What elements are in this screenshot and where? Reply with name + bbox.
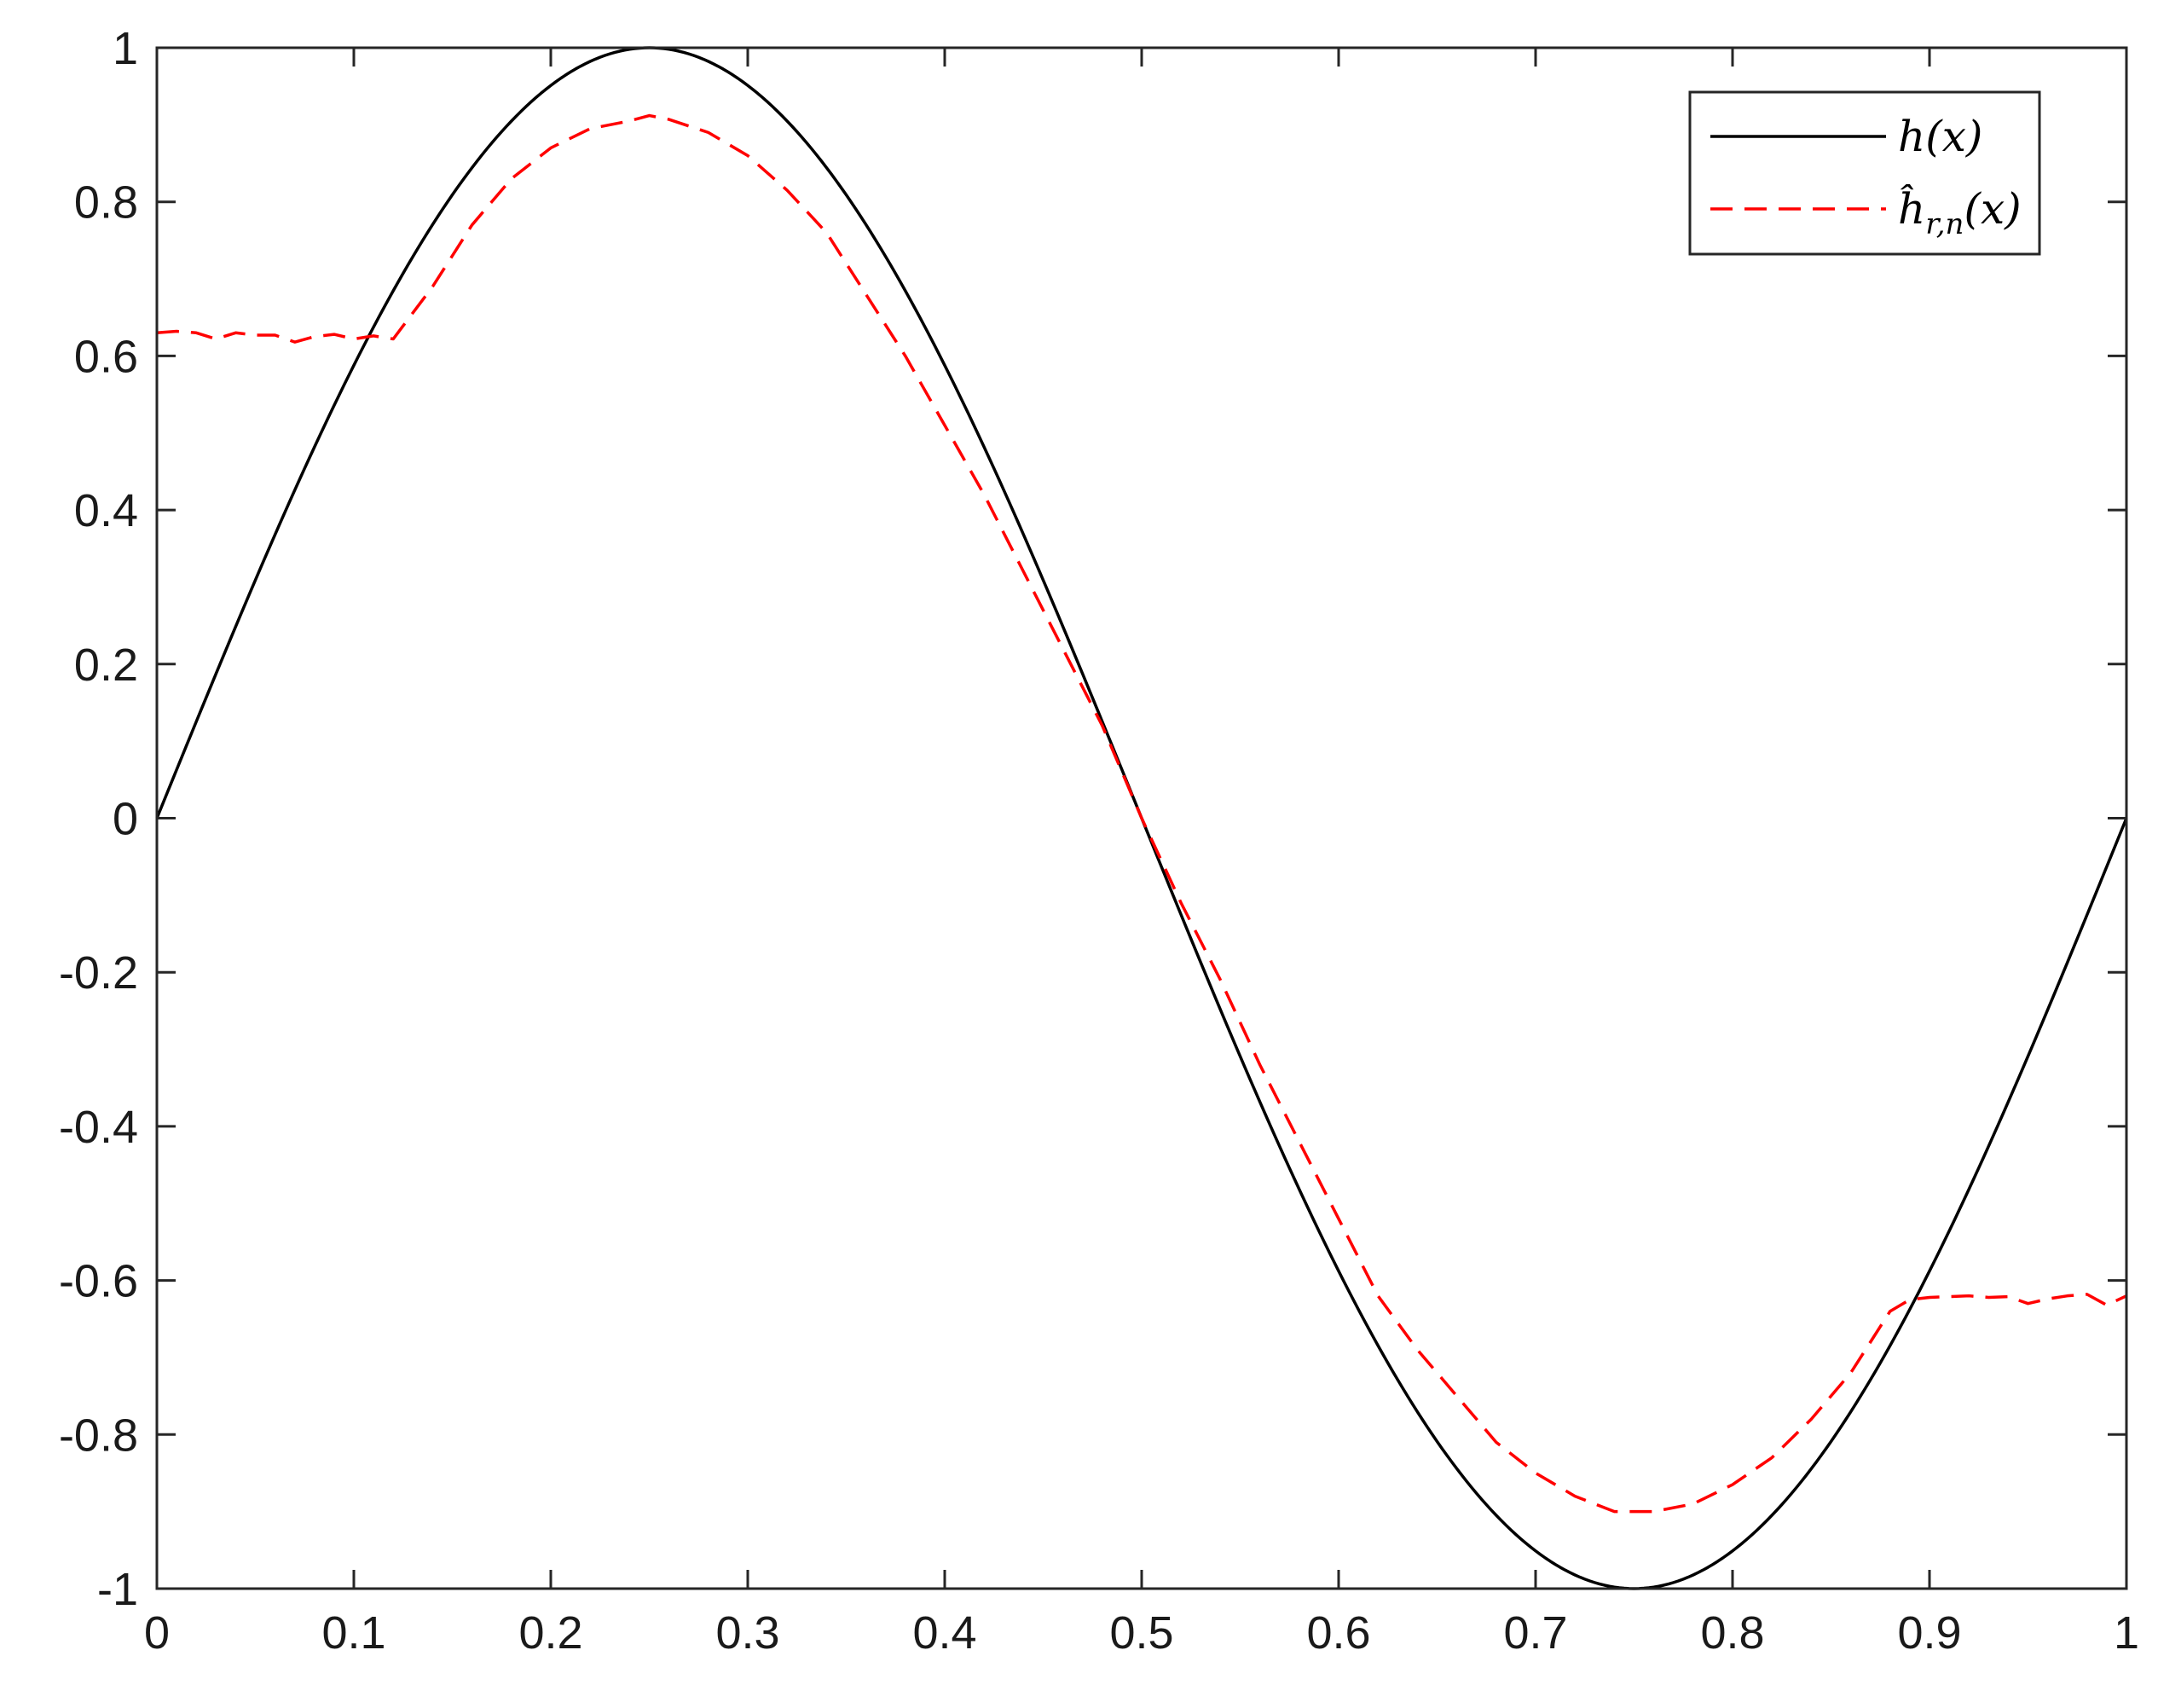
y-tick-label: -0.2 bbox=[59, 947, 138, 999]
y-tick-label: -0.8 bbox=[59, 1410, 138, 1461]
legend-box bbox=[1688, 90, 2041, 256]
x-tick-label: 0.2 bbox=[518, 1607, 582, 1659]
series-line-1 bbox=[156, 113, 2127, 1514]
x-tick-label: 0 bbox=[144, 1607, 170, 1659]
y-tick-label: 0 bbox=[113, 794, 138, 845]
x-tick-label: 0.8 bbox=[1700, 1607, 1764, 1659]
y-tick-label: 0.4 bbox=[74, 485, 138, 536]
series-layer bbox=[155, 46, 2128, 1590]
y-tick-label: -1 bbox=[97, 1564, 138, 1615]
y-tick-label: 0.8 bbox=[74, 177, 138, 229]
y-tick-label: 0.2 bbox=[74, 640, 138, 691]
x-tick-label: 0.9 bbox=[1897, 1607, 1961, 1659]
x-tick-label: 0.6 bbox=[1306, 1607, 1370, 1659]
x-tick-label: 0.5 bbox=[1109, 1607, 1173, 1659]
x-tick-label: 0.4 bbox=[912, 1607, 976, 1659]
x-tick-label: 0.3 bbox=[715, 1607, 779, 1659]
x-tick-label: 0.7 bbox=[1503, 1607, 1567, 1659]
tick-layer bbox=[155, 46, 2128, 1590]
legend: h(x) ĥr,n(x) bbox=[1688, 90, 2041, 256]
y-tick-label: 1 bbox=[113, 23, 138, 74]
tick-label-layer: 0 0.1 0.2 0.3 0.4 0.5 0.6 0.7 0.8 0.9 1 -1 -0.8 -0.6 -… bbox=[59, 23, 2139, 1659]
y-tick-label: -0.4 bbox=[59, 1102, 138, 1153]
legend-label-h-hat: ĥr,n(x) bbox=[1898, 183, 2022, 241]
legend-label-h: h(x) bbox=[1898, 112, 1982, 161]
x-tick-label: 0.1 bbox=[321, 1607, 385, 1659]
y-tick-label: 0.6 bbox=[74, 331, 138, 382]
x-tick-label: 1 bbox=[2114, 1607, 2139, 1659]
y-tick-label: -0.6 bbox=[59, 1256, 138, 1307]
